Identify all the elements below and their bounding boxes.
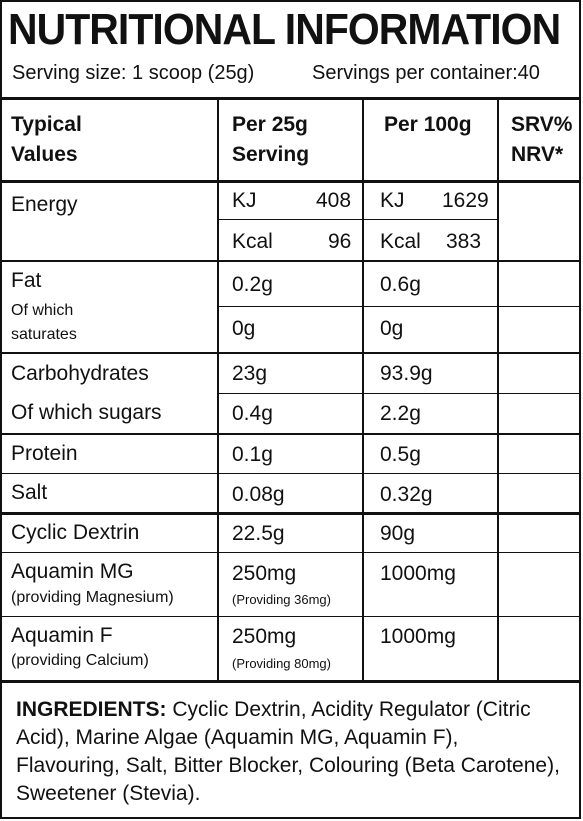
aquamin-mg-sub-25: (Providing 36mg) xyxy=(232,592,331,607)
row-aquamin-f-label: Aquamin F xyxy=(11,624,113,647)
header-values: Values xyxy=(11,143,78,166)
aquamin-mg-value-25: 250mg xyxy=(232,562,297,585)
ingredients-label: INGREDIENTS: xyxy=(16,698,167,721)
divider-salt-bottom xyxy=(0,512,581,515)
row-aquamin-mg-sub: (providing Magnesium) xyxy=(11,589,174,606)
row-dextrin-label: Cyclic Dextrin xyxy=(11,521,140,544)
divider-carbs-mid xyxy=(218,393,581,394)
ingredients-text: Cyclic Dextrin, Acidity Regulator (Citri… xyxy=(16,698,560,805)
divider-energy-mid xyxy=(218,219,498,220)
header-per-100g: Per 100g xyxy=(384,113,472,136)
kj-value-25: 408 xyxy=(316,189,352,212)
row-aquamin-f-sub: (providing Calcium) xyxy=(11,652,149,669)
header-typical: Typical xyxy=(11,113,82,136)
saturates-value-25: 0g xyxy=(232,317,256,340)
divider-carbs-bottom xyxy=(0,433,581,435)
row-sugars-label: Of which sugars xyxy=(11,401,162,424)
divider-protein-bottom xyxy=(0,473,581,474)
carbohydrates-value-100: 93.9g xyxy=(380,362,433,385)
carbohydrates-value-25: 23g xyxy=(232,362,268,385)
row-saturates-line1: Of which xyxy=(11,302,74,319)
column-divider-1 xyxy=(217,97,219,682)
divider-header-top xyxy=(0,97,581,100)
kcal-value-25: 96 xyxy=(328,230,352,253)
aquamin-f-value-25: 250mg xyxy=(232,625,297,648)
dextrin-value-25: 22.5g xyxy=(232,522,285,545)
fat-value-25: 0.2g xyxy=(232,273,273,296)
sugars-value-100: 2.2g xyxy=(380,402,421,425)
page-title: NUTRITIONAL INFORMATION xyxy=(8,5,561,54)
kj-label-25: KJ xyxy=(232,189,257,212)
sugars-value-25: 0.4g xyxy=(232,402,273,425)
row-fat-label: Fat xyxy=(11,269,42,292)
row-aquamin-mg-label: Aquamin MG xyxy=(11,560,134,583)
kj-label-100: KJ xyxy=(380,189,405,212)
salt-value-25: 0.08g xyxy=(232,483,285,506)
serving-size: Serving size: 1 scoop (25g) xyxy=(12,62,255,84)
header-nrv: NRV* xyxy=(511,143,564,166)
salt-value-100: 0.32g xyxy=(380,483,433,506)
divider-fat-bottom xyxy=(0,352,581,354)
divider-dextrin-bottom xyxy=(0,552,581,553)
servings-per-container: Servings per container:40 xyxy=(312,62,540,84)
protein-value-100: 0.5g xyxy=(380,443,421,466)
kcal-value-100: 383 xyxy=(446,230,482,253)
header-serving: Serving xyxy=(232,143,310,166)
aquamin-f-sub-25: (Providing 80mg) xyxy=(232,656,331,671)
aquamin-mg-value-100: 1000mg xyxy=(380,562,456,585)
divider-header-bottom xyxy=(0,180,581,183)
saturates-value-100: 0g xyxy=(380,317,404,340)
fat-value-100: 0.6g xyxy=(380,273,421,296)
dextrin-value-100: 90g xyxy=(380,522,416,545)
header-per-25g: Per 25g xyxy=(232,113,308,136)
column-divider-2 xyxy=(362,97,364,682)
ingredients-block: INGREDIENTS: Cyclic Dextrin, Acidity Reg… xyxy=(16,696,566,808)
kj-value-100: 1629 xyxy=(442,189,489,212)
aquamin-f-value-100: 1000mg xyxy=(380,625,456,648)
kcal-label-25: Kcal xyxy=(232,230,273,253)
row-protein-label: Protein xyxy=(11,442,78,465)
column-divider-3 xyxy=(497,97,499,682)
divider-mg-bottom xyxy=(0,616,581,617)
row-energy-label: Energy xyxy=(11,193,78,216)
row-carbohydrates-label: Carbohydrates xyxy=(11,362,149,385)
divider-energy-bottom xyxy=(0,260,581,262)
kcal-label-100: Kcal xyxy=(380,230,421,253)
row-salt-label: Salt xyxy=(11,481,48,504)
protein-value-25: 0.1g xyxy=(232,443,273,466)
header-srv: SRV% xyxy=(511,113,573,136)
divider-table-bottom xyxy=(0,680,581,683)
row-saturates-line2: saturates xyxy=(11,326,77,343)
divider-fat-mid xyxy=(218,306,581,307)
